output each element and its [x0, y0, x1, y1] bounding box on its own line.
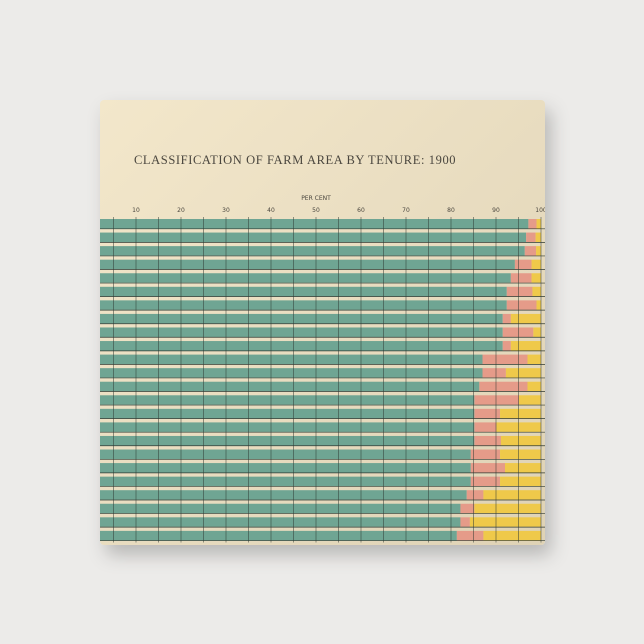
bar-segment-row3-series1 [100, 246, 525, 256]
bar-segment-row15-series3 [500, 408, 541, 419]
bar-segment-row3-series2 [524, 246, 537, 256]
bar-segment-row19-series1 [100, 463, 471, 473]
x-tick-label: 10 [132, 207, 140, 214]
bar-segment-row9-series1 [100, 327, 503, 337]
bar-segment-row1-series2 [528, 219, 537, 229]
bar-segment-row5-series2 [510, 273, 532, 283]
bar-segment-row4-series1 [100, 259, 515, 270]
bar-segment-row2-series2 [526, 232, 536, 243]
bar-segment-row24-series3 [483, 530, 541, 541]
bar-segment-row20-series1 [100, 476, 471, 487]
bar-segment-row5-series1 [100, 273, 511, 283]
bar-segment-row12-series3 [505, 368, 541, 378]
bar-segment-row12-series1 [100, 368, 483, 378]
bar-segment-row9-series3 [533, 327, 541, 337]
bar-segment-row20-series2 [470, 476, 501, 487]
x-tick-label: 40 [267, 207, 275, 214]
bar-segment-row15-series1 [100, 408, 475, 419]
bar-segment-row7-series2 [506, 300, 537, 310]
bar-segment-row14-series2 [474, 395, 519, 405]
bar-segment-row23-series1 [100, 517, 461, 527]
bar-segment-row21-series3 [483, 490, 541, 500]
bar-segment-row24-series2 [456, 530, 484, 541]
bar-segment-row2-series1 [100, 232, 527, 243]
bar-segment-row11-series2 [482, 354, 528, 365]
bar-segment-row17-series1 [100, 435, 475, 446]
bar-segment-row23-series2 [460, 517, 470, 527]
bar-segment-row12-series2 [482, 368, 506, 378]
bar-segment-row16-series2 [474, 422, 497, 432]
bar-segment-row8-series1 [100, 313, 503, 324]
bar-segment-row22-series2 [460, 503, 475, 514]
bar-segment-row6-series3 [532, 286, 541, 297]
x-tick-label: 90 [492, 207, 500, 214]
bar-segment-row2-series3 [535, 232, 541, 243]
bar-segment-row3-series3 [536, 246, 541, 256]
bar-segment-row7-series3 [536, 300, 541, 310]
x-tick-label: 60 [357, 207, 365, 214]
bar-segment-row14-series3 [518, 395, 541, 405]
bar-segment-row4-series3 [531, 259, 541, 270]
bar-segment-row19-series2 [470, 463, 505, 473]
x-tick-label: 70 [402, 207, 410, 214]
bar-segment-row13-series3 [527, 381, 541, 392]
x-tick-label: 100 [535, 207, 547, 214]
bar-segment-row22-series1 [100, 503, 461, 514]
bar-segment-row15-series2 [474, 408, 501, 419]
bar-segment-row1-series1 [100, 219, 529, 229]
bar-segment-row21-series2 [466, 490, 484, 500]
bar-segment-row10-series3 [510, 341, 541, 351]
bar-segment-row9-series2 [502, 327, 534, 337]
bar-segment-row11-series3 [527, 354, 541, 365]
x-tick-label: 30 [222, 207, 230, 214]
x-tick-label: 50 [312, 207, 320, 214]
bar-segment-row18-series2 [470, 449, 501, 460]
bar-segment-row10-series1 [100, 341, 503, 351]
bar-segment-row18-series3 [500, 449, 541, 460]
bar-segment-row4-series2 [514, 259, 532, 270]
bar-segment-row18-series1 [100, 449, 471, 460]
bar-segment-row19-series3 [505, 463, 541, 473]
x-axis-label: PER CENT [301, 195, 331, 202]
bar-segment-row21-series1 [100, 490, 467, 500]
bar-segment-row23-series3 [469, 517, 541, 527]
bar-segment-row17-series3 [500, 435, 541, 446]
bar-segment-row13-series1 [100, 381, 480, 392]
bar-segment-row13-series2 [479, 381, 528, 392]
bar-segment-row6-series2 [506, 286, 533, 297]
bar-segment-row8-series2 [502, 313, 511, 324]
bar-segment-row10-series2 [502, 341, 511, 351]
x-tick-label: 20 [177, 207, 185, 214]
bar-segment-row14-series1 [100, 395, 475, 405]
bar-segment-row5-series3 [531, 273, 541, 283]
bar-segment-row11-series1 [100, 354, 483, 365]
bar-segment-row16-series1 [100, 422, 475, 432]
bar-segment-row20-series3 [500, 476, 541, 487]
x-tick-label: 80 [447, 207, 455, 214]
bar-segment-row6-series1 [100, 286, 507, 297]
chart-title: CLASSIFICATION OF FARM AREA BY TENURE: 1… [134, 153, 456, 167]
bar-segment-row1-series3 [536, 219, 541, 229]
bar-segment-row8-series3 [510, 313, 541, 324]
bar-segment-row17-series2 [474, 435, 501, 446]
bar-segment-row24-series1 [100, 530, 457, 541]
bar-segment-row7-series1 [100, 300, 507, 310]
bar-segment-row22-series3 [474, 503, 541, 514]
